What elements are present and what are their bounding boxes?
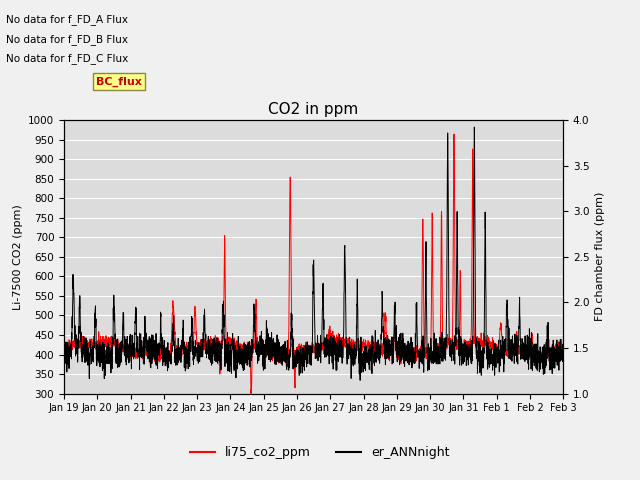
Y-axis label: Li-7500 CO2 (ppm): Li-7500 CO2 (ppm) [13, 204, 22, 310]
Text: No data for f_FD_C Flux: No data for f_FD_C Flux [6, 53, 129, 64]
Text: BC_flux: BC_flux [96, 77, 142, 87]
Title: CO2 in ppm: CO2 in ppm [268, 102, 359, 118]
Y-axis label: FD chamber flux (ppm): FD chamber flux (ppm) [595, 192, 605, 322]
Text: No data for f_FD_B Flux: No data for f_FD_B Flux [6, 34, 129, 45]
Text: No data for f_FD_A Flux: No data for f_FD_A Flux [6, 14, 129, 25]
Legend: li75_co2_ppm, er_ANNnight: li75_co2_ppm, er_ANNnight [186, 441, 454, 464]
